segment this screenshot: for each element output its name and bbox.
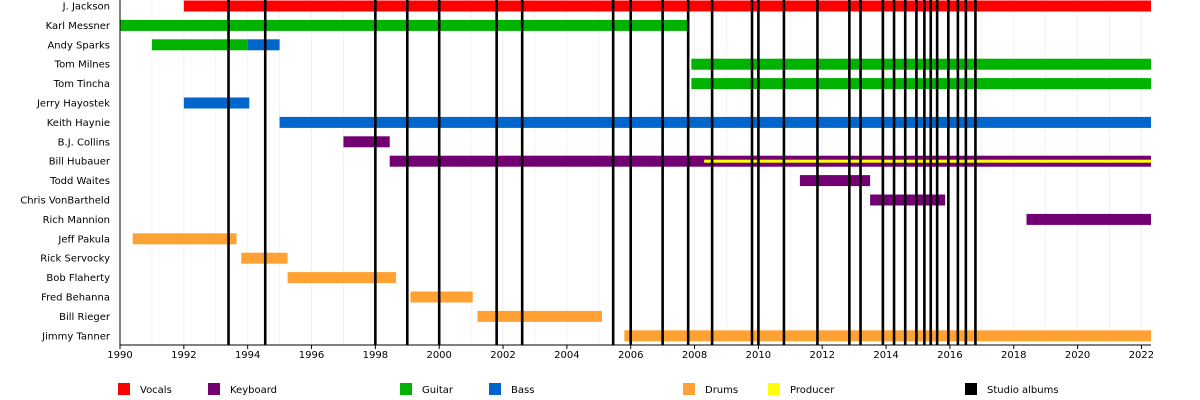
legend-label-producer: Producer bbox=[790, 385, 835, 396]
x-tick-label: 2020 bbox=[1065, 350, 1090, 361]
x-tick-label: 1994 bbox=[235, 350, 260, 361]
bar-b-j-collins-keyboard bbox=[343, 136, 390, 148]
x-tick-label: 2014 bbox=[873, 350, 898, 361]
member-name-bill-rieger: Bill Rieger bbox=[59, 312, 111, 323]
bar-bob-flaherty-drums bbox=[287, 272, 397, 284]
member-name-jimmy-tanner: Jimmy Tanner bbox=[41, 331, 111, 342]
x-tick-label: 1990 bbox=[107, 350, 132, 361]
member-name-bill-hubauer: Bill Hubauer bbox=[49, 157, 111, 168]
legend-swatch-producer bbox=[768, 383, 780, 395]
member-name-keith-haynie: Keith Haynie bbox=[47, 118, 110, 129]
member-name-j-jackson: J. Jackson bbox=[62, 2, 110, 13]
bar-bill-hubauer-producer bbox=[704, 159, 1151, 163]
legend-swatch-drums bbox=[683, 383, 695, 395]
bar-j-jackson-vocals bbox=[183, 0, 1152, 12]
member-name-chris-vonbartheld: Chris VonBartheld bbox=[20, 196, 110, 207]
bar-jerry-hayostek-bass bbox=[183, 97, 250, 109]
member-name-b-j-collins: B.J. Collins bbox=[58, 137, 110, 148]
legend-label-vocals: Vocals bbox=[140, 385, 172, 396]
bar-karl-messner-guitar bbox=[120, 19, 689, 31]
bar-andy-sparks-bass bbox=[247, 39, 280, 51]
legend-swatch-guitar bbox=[400, 383, 412, 395]
member-name-fred-behanna: Fred Behanna bbox=[41, 293, 110, 304]
bar-jeff-pakula-drums bbox=[132, 233, 237, 245]
studio-album-lines bbox=[227, 0, 977, 345]
x-axis: 1990 1992 1994 1996 1998 2000 2002 2004 2006 2008… bbox=[107, 345, 1154, 361]
x-tick-label: 2018 bbox=[1001, 350, 1026, 361]
member-names: J. Jackson Karl Messner Andy Sparks Tom Mil… bbox=[20, 2, 111, 343]
x-tick-label: 1998 bbox=[363, 350, 388, 361]
x-tick-label: 2008 bbox=[682, 350, 707, 361]
legend-label-bass: Bass bbox=[511, 385, 534, 396]
member-name-jeff-pakula: Jeff Pakula bbox=[57, 234, 110, 245]
legend-label-keyboard: Keyboard bbox=[230, 385, 277, 396]
legend-label-studio-albums: Studio albums bbox=[987, 385, 1059, 396]
legend-swatch-studio-albums bbox=[965, 383, 977, 395]
member-name-bob-flaherty: Bob Flaherty bbox=[46, 273, 110, 284]
bar-tom-tincha-guitar bbox=[691, 78, 1151, 90]
x-tick-label: 2006 bbox=[618, 350, 643, 361]
x-tick-label: 2004 bbox=[554, 350, 579, 361]
member-name-rick-servocky: Rick Servocky bbox=[40, 254, 110, 265]
legend-swatch-keyboard bbox=[208, 383, 220, 395]
member-name-tom-milnes: Tom Milnes bbox=[54, 60, 110, 71]
bar-fred-behanna-drums bbox=[410, 291, 473, 303]
member-name-todd-waites: Todd Waites bbox=[49, 176, 110, 187]
legend-label-drums: Drums bbox=[705, 385, 738, 396]
member-name-tom-tincha: Tom Tincha bbox=[53, 79, 110, 90]
member-name-jerry-hayostek: Jerry Hayostek bbox=[36, 99, 110, 110]
member-name-karl-messner: Karl Messner bbox=[46, 21, 111, 32]
x-tick-label: 1996 bbox=[299, 350, 324, 361]
legend: Vocals Keyboard Guitar Bass Drums Producer Stu… bbox=[118, 383, 1059, 396]
bar-chris-vonbartheld-keyboard bbox=[870, 194, 946, 206]
member-name-rich-mannion: Rich Mannion bbox=[43, 215, 110, 226]
legend-swatch-bass bbox=[489, 383, 501, 395]
x-tick-label: 2022 bbox=[1129, 350, 1154, 361]
x-tick-label: 2016 bbox=[937, 350, 962, 361]
x-tick-label: 2012 bbox=[810, 350, 835, 361]
bar-tom-milnes-guitar bbox=[691, 58, 1151, 70]
x-tick-label: 2000 bbox=[426, 350, 451, 361]
chart-frame bbox=[119, 0, 1151, 346]
x-tick-label: 2002 bbox=[490, 350, 515, 361]
bar-rich-mannion-keyboard bbox=[1026, 213, 1151, 225]
bar-keith-haynie-bass bbox=[279, 116, 1151, 128]
legend-label-guitar: Guitar bbox=[422, 385, 454, 396]
x-tick-label: 2010 bbox=[746, 350, 771, 361]
bar-andy-sparks-guitar bbox=[151, 39, 248, 51]
year-gridlines bbox=[151, 0, 1142, 345]
bar-jimmy-tanner-drums bbox=[624, 330, 1151, 342]
x-tick-label: 1992 bbox=[171, 350, 196, 361]
member-bars bbox=[120, 0, 1152, 342]
bar-bill-rieger-drums bbox=[477, 310, 602, 322]
legend-swatch-vocals bbox=[118, 383, 130, 395]
bar-todd-waites-keyboard bbox=[799, 175, 871, 187]
member-name-andy-sparks: Andy Sparks bbox=[47, 40, 110, 51]
